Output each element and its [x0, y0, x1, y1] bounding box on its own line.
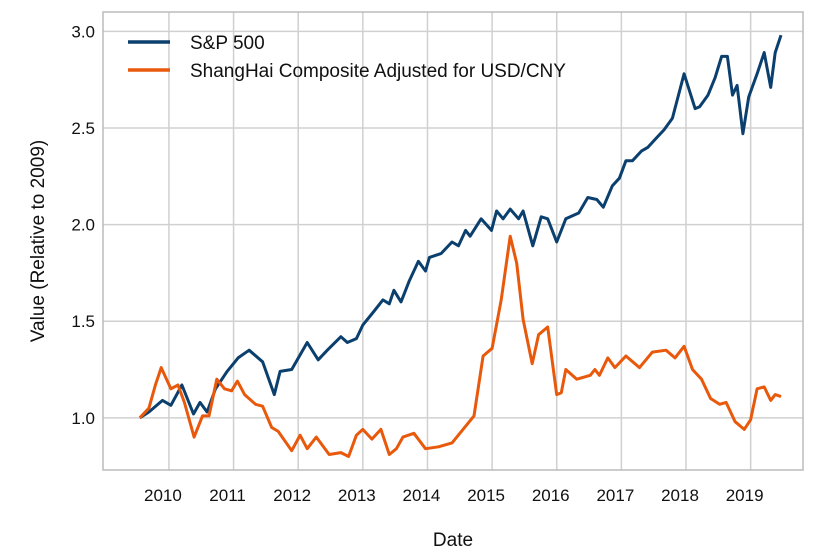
x-tick-label: 2016 — [532, 486, 570, 505]
x-tick-label: 2014 — [403, 486, 441, 505]
y-axis-ticks: 1.0 1.5 2.0 2.5 3.0 — [71, 22, 95, 427]
x-tick-label: 2010 — [144, 486, 182, 505]
legend: S&P 500 ShangHai Composite Adjusted for … — [128, 33, 566, 82]
legend-label-sp500: S&P 500 — [190, 33, 265, 54]
y-tick-label: 2.0 — [71, 216, 95, 235]
x-axis-label: Date — [433, 530, 473, 551]
series-line-shanghai — [138, 234, 782, 458]
x-axis-ticks: 2010 2011 2012 2013 2014 2015 2016 2017 2018 2019 — [144, 486, 764, 505]
x-tick-label: 2019 — [726, 486, 764, 505]
x-tick-label: 2017 — [596, 486, 634, 505]
legend-label-shanghai: ShangHai Composite Adjusted for USD/CNY — [190, 61, 566, 82]
y-tick-label: 1.5 — [71, 312, 95, 331]
plot-frame — [102, 11, 804, 471]
y-tick-label: 1.0 — [71, 409, 95, 428]
y-tick-label: 2.5 — [71, 119, 95, 138]
grid — [103, 12, 803, 470]
x-tick-label: 2018 — [661, 486, 699, 505]
x-tick-label: 2011 — [209, 486, 246, 505]
y-axis-label: Value (Relative to 2009) — [28, 140, 49, 342]
x-tick-label: 2013 — [338, 486, 376, 505]
y-tick-label: 3.0 — [71, 22, 95, 41]
series-line-sp500 — [138, 34, 783, 420]
x-tick-label: 2015 — [467, 486, 505, 505]
series-lines — [138, 34, 783, 458]
x-tick-label: 2012 — [273, 486, 311, 505]
